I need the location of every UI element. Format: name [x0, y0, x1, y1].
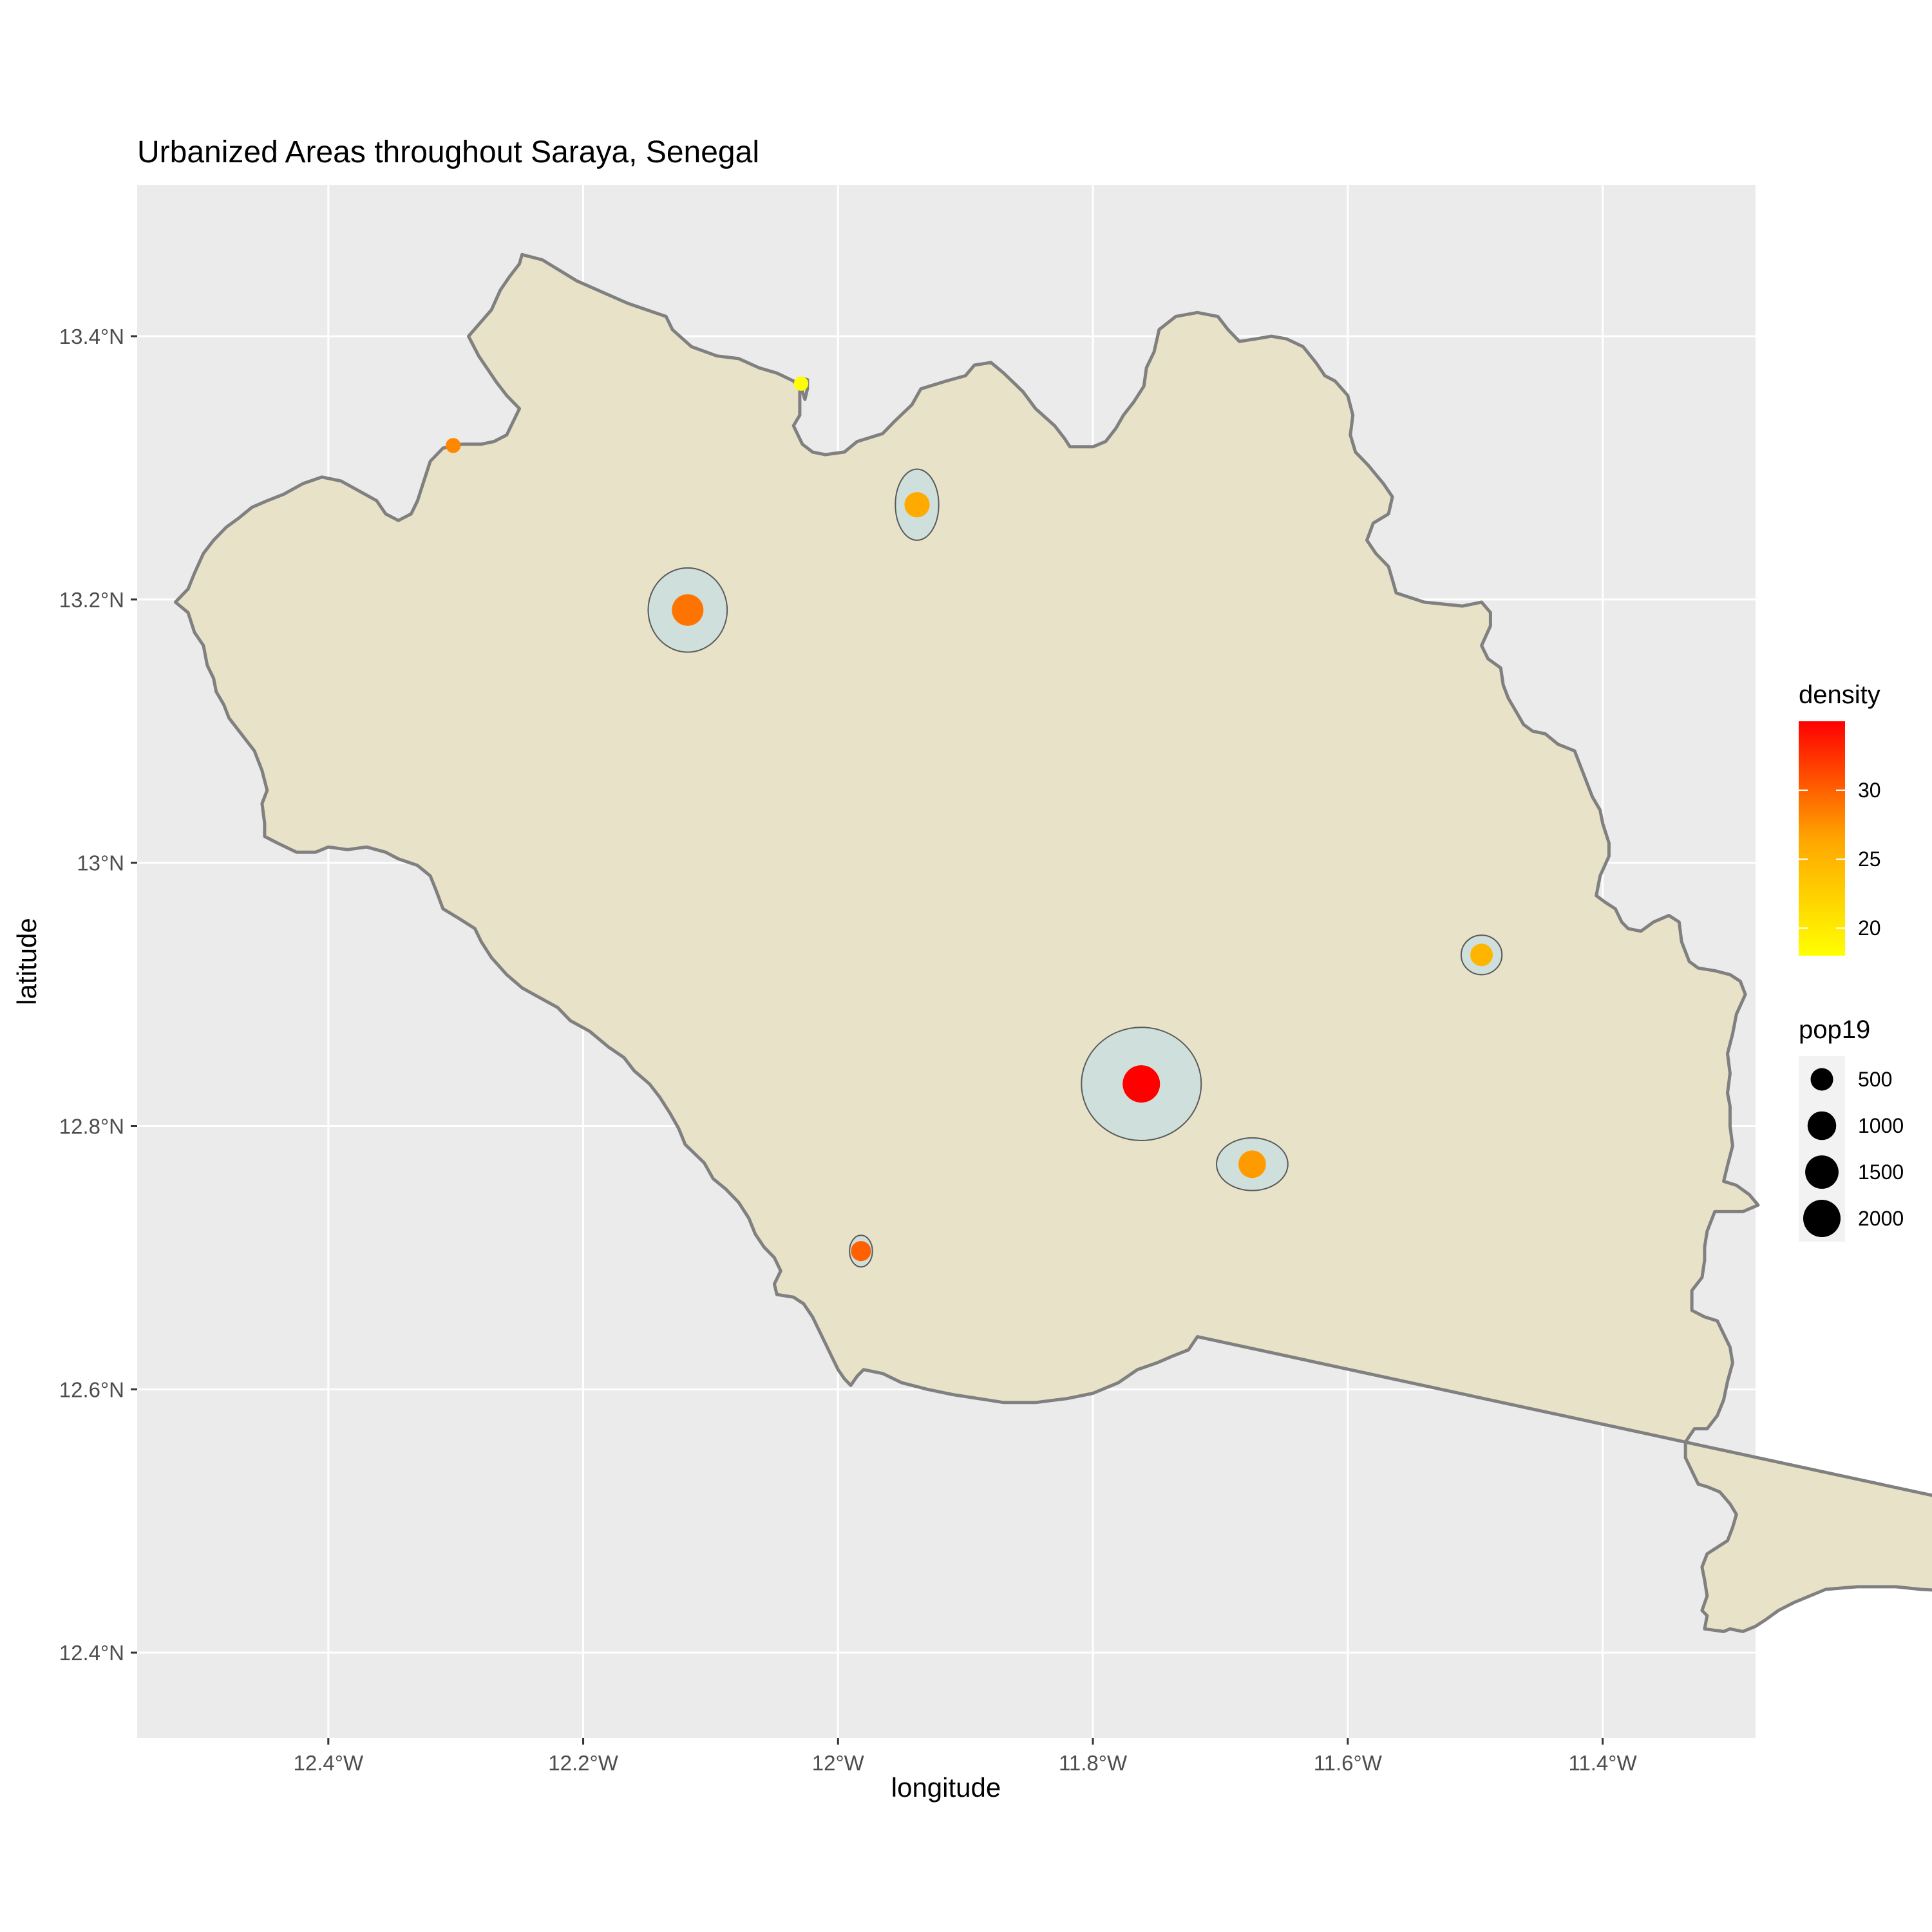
density-colorbar	[1799, 721, 1845, 956]
pop19-size-legend: 500 1000 1500 2000	[1799, 1056, 1904, 1242]
y-tick-label: 12.8°N	[59, 1115, 124, 1139]
legend-density-title: density	[1799, 681, 1880, 709]
size-legend-label: 1500	[1858, 1160, 1904, 1184]
population-point	[1122, 1065, 1160, 1103]
size-legend-label: 500	[1858, 1068, 1892, 1091]
colorbar-label: 20	[1858, 916, 1881, 940]
y-axis-ticks: 12.4°N 12.6°N 12.8°N 13°N 13.2°N 13.4°N	[59, 325, 137, 1665]
y-tick-label: 12.6°N	[59, 1378, 124, 1401]
region-layer	[173, 252, 1932, 1633]
saraya-region-boundary	[173, 252, 1932, 1633]
x-tick-label: 11.4°W	[1568, 1751, 1637, 1775]
y-tick-label: 13°N	[77, 851, 124, 875]
size-legend-label: 2000	[1858, 1207, 1904, 1230]
size-legend-label: 1000	[1858, 1114, 1904, 1137]
legend-pop19-title: pop19	[1799, 1016, 1870, 1044]
x-tick-label: 11.6°W	[1314, 1751, 1383, 1775]
size-legend-point	[1810, 1068, 1833, 1091]
population-point	[851, 1241, 871, 1262]
y-axis-title: latitude	[12, 918, 42, 1005]
population-point	[1470, 943, 1493, 967]
x-tick-label: 12.4°W	[294, 1751, 364, 1775]
population-point	[672, 594, 704, 626]
x-tick-label: 12.2°W	[548, 1751, 618, 1775]
x-axis-title: longitude	[891, 1772, 1001, 1803]
size-legend-point	[1803, 1200, 1841, 1237]
size-legend-point	[1807, 1111, 1837, 1141]
population-points	[446, 376, 1493, 1262]
y-tick-label: 13.2°N	[59, 588, 124, 612]
population-point	[904, 492, 930, 518]
population-point	[446, 438, 461, 453]
size-legend-point	[1805, 1155, 1839, 1189]
population-point	[1238, 1150, 1266, 1179]
x-axis-ticks: 12.4°W 12.2°W 12°W 11.8°W 11.6°W 11.4°W	[294, 1738, 1637, 1775]
chart-title: Urbanized Areas throughout Saraya, Seneg…	[137, 135, 759, 169]
legend: density 30 25 20 pop19 500 1000 1500 2000	[1799, 681, 1904, 1242]
colorbar-label: 25	[1858, 848, 1881, 871]
y-tick-label: 12.4°N	[59, 1641, 124, 1665]
population-point	[793, 376, 809, 391]
y-tick-label: 13.4°N	[59, 325, 124, 348]
x-tick-label: 11.8°W	[1059, 1751, 1128, 1775]
density-colorbar-ticks: 30 25 20	[1799, 779, 1881, 940]
x-tick-label: 12°W	[812, 1751, 865, 1775]
colorbar-label: 30	[1858, 779, 1881, 802]
